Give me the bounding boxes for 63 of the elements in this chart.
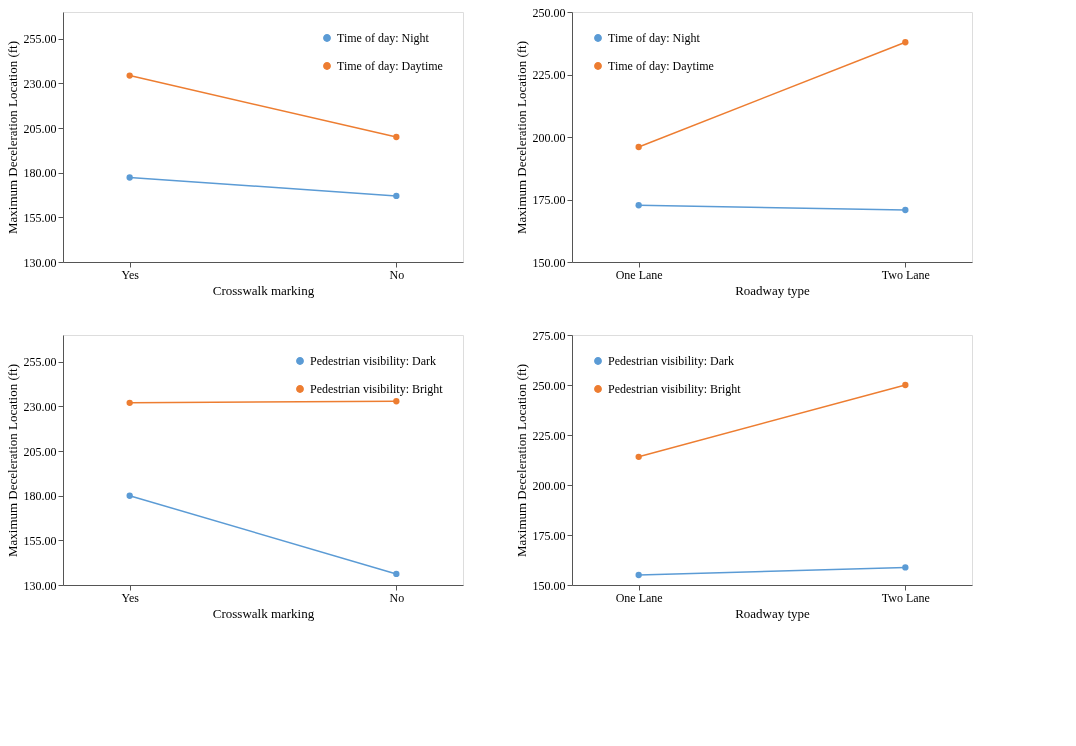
- x-tick-label: No: [389, 267, 405, 282]
- legend-label: Pedestrian visibility: Bright: [608, 382, 742, 396]
- y-tick-label: 130.00: [23, 578, 57, 593]
- x-axis-title: Roadway type: [735, 282, 811, 298]
- y-tick-label: 275.00: [532, 328, 566, 343]
- y-axis-title: Maximum Deceleration Location (ft): [4, 363, 20, 558]
- y-tick-label: 175.00: [532, 193, 566, 207]
- legend-label: Pedestrian visibility: Dark: [608, 354, 734, 368]
- y-tick-label: 155.00: [23, 533, 57, 548]
- x-tick-label: One Lane: [615, 267, 663, 282]
- x-tick-label: No: [389, 590, 405, 605]
- legend-label: Pedestrian visibility: Dark: [310, 354, 436, 368]
- legend-label: Time of day: Daytime: [608, 59, 714, 73]
- y-tick-label: 230.00: [23, 399, 57, 414]
- x-axis-title: Crosswalk marking: [212, 605, 315, 621]
- y-tick-label: 250.00: [532, 5, 566, 20]
- y-tick-label: 150.00: [532, 578, 566, 593]
- y-tick-label: 180.00: [23, 489, 57, 504]
- x-axis-title: Roadway type: [735, 605, 811, 621]
- point: [635, 202, 642, 209]
- y-tick-label: 255.00: [23, 355, 57, 370]
- point: [393, 398, 400, 405]
- point: [635, 143, 642, 151]
- x-tick-label: Two Lane: [881, 267, 930, 282]
- x-tick-label: Yes: [121, 267, 140, 282]
- x-axis-title: Crosswalk marking: [212, 282, 315, 298]
- y-tick-label: 175.00: [532, 528, 566, 543]
- y-tick-label: 225.00: [532, 428, 566, 443]
- x-tick-label: Two Lane: [881, 590, 930, 605]
- y-tick-label: 130.00: [23, 255, 57, 270]
- legend-label: Time of day: Night: [337, 31, 430, 45]
- legend-label: Pedestrian visibility: Bright: [310, 382, 444, 396]
- y-tick-label: 255.00: [23, 32, 57, 47]
- y-tick-label: 250.00: [532, 378, 566, 393]
- y-tick-label: 200.00: [532, 478, 566, 493]
- x-tick-label: One Lane: [615, 590, 663, 605]
- point: [126, 399, 133, 407]
- y-tick-label: 205.00: [23, 121, 57, 136]
- y-axis-title: Maximum Deceleration Location (ft): [513, 40, 529, 235]
- point: [635, 571, 642, 579]
- point: [902, 206, 909, 214]
- point: [635, 453, 642, 460]
- y-tick-label: 230.00: [23, 76, 57, 91]
- point: [393, 133, 400, 141]
- point: [126, 492, 133, 499]
- point: [126, 174, 133, 181]
- point: [902, 39, 909, 46]
- y-axis-title: Maximum Deceleration Location (ft): [4, 40, 20, 235]
- point: [393, 192, 400, 200]
- x-tick-label: Yes: [121, 590, 140, 605]
- y-tick-label: 200.00: [532, 130, 566, 145]
- y-tick-label: 150.00: [532, 255, 566, 270]
- y-tick-label: 225.00: [532, 68, 566, 82]
- y-axis-title: Maximum Deceleration Location (ft): [513, 363, 529, 558]
- point: [126, 72, 133, 79]
- legend-label: Time of day: Night: [608, 31, 701, 45]
- point: [393, 570, 400, 578]
- legend-label: Time of day: Daytime: [337, 59, 443, 73]
- y-tick-label: 155.00: [23, 210, 57, 225]
- point: [902, 564, 909, 571]
- y-tick-label: 205.00: [23, 444, 57, 459]
- point: [902, 381, 909, 389]
- y-tick-label: 180.00: [23, 166, 57, 181]
